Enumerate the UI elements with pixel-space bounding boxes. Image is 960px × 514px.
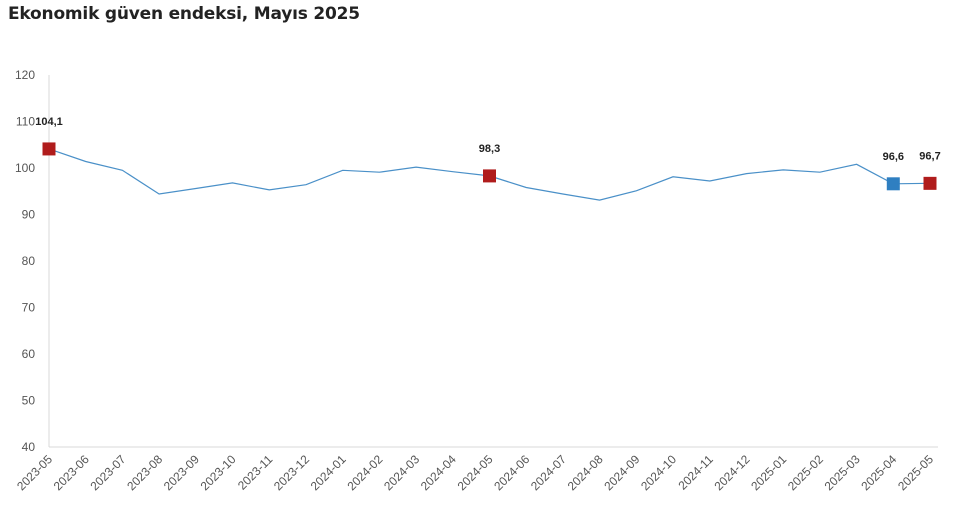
chart-title: Ekonomik güven endeksi, Mayıs 2025 <box>8 4 360 24</box>
data-labels: 104,1 98,3 96,6 96,7 <box>35 116 940 163</box>
data-label: 96,6 <box>883 151 904 163</box>
x-tick-label: 2024-11 <box>675 452 716 493</box>
y-tick-label: 50 <box>22 394 36 408</box>
x-tick-label: 2025-01 <box>748 452 789 493</box>
y-tick-label: 80 <box>22 254 36 268</box>
highlight-marker <box>42 142 56 156</box>
highlight-marker <box>923 176 937 190</box>
x-tick-label: 2024-06 <box>491 452 532 493</box>
x-tick-label: 2023-11 <box>235 452 276 493</box>
x-tick-label: 2025-02 <box>785 452 826 493</box>
x-tick-label: 2023-06 <box>51 452 92 493</box>
chart-axes <box>48 75 938 448</box>
y-axis-ticks: 40 50 60 70 80 90 100 110 120 <box>15 68 35 454</box>
y-tick-label: 60 <box>22 347 36 361</box>
x-tick-label: 2023-12 <box>271 452 312 493</box>
y-tick-label: 90 <box>22 208 36 222</box>
data-label: 104,1 <box>35 116 63 128</box>
data-label: 96,7 <box>919 150 940 162</box>
x-tick-label: 2023-05 <box>14 452 55 493</box>
highlight-marker <box>483 169 496 183</box>
x-axis-ticks: 2023-052023-062023-072023-082023-092023-… <box>14 452 936 493</box>
highlight-points <box>42 142 937 191</box>
x-tick-label: 2025-03 <box>822 452 863 493</box>
x-tick-label: 2024-02 <box>344 452 385 493</box>
x-tick-label: 2024-07 <box>528 452 569 493</box>
x-tick-label: 2024-05 <box>455 452 496 493</box>
y-tick-label: 110 <box>16 115 35 129</box>
x-tick-label: 2024-04 <box>418 452 459 493</box>
x-tick-label: 2024-08 <box>565 452 606 493</box>
x-tick-label: 2024-12 <box>712 452 753 493</box>
y-tick-label: 120 <box>15 68 35 82</box>
x-tick-label: 2023-08 <box>124 452 165 493</box>
x-tick-label: 2025-04 <box>858 452 899 493</box>
y-tick-label: 40 <box>22 440 36 454</box>
x-tick-label: 2025-05 <box>895 452 936 493</box>
x-tick-label: 2024-01 <box>308 452 349 493</box>
x-tick-label: 2024-10 <box>638 452 679 493</box>
x-tick-label: 2023-10 <box>198 452 239 493</box>
y-tick-label: 100 <box>15 161 35 175</box>
x-tick-label: 2024-09 <box>601 452 642 493</box>
x-tick-label: 2023-09 <box>161 452 202 493</box>
x-tick-label: 2024-03 <box>381 452 422 493</box>
data-label: 98,3 <box>479 143 500 155</box>
highlight-marker <box>886 177 900 191</box>
y-tick-label: 70 <box>22 301 36 315</box>
x-tick-label: 2023-07 <box>87 452 128 493</box>
